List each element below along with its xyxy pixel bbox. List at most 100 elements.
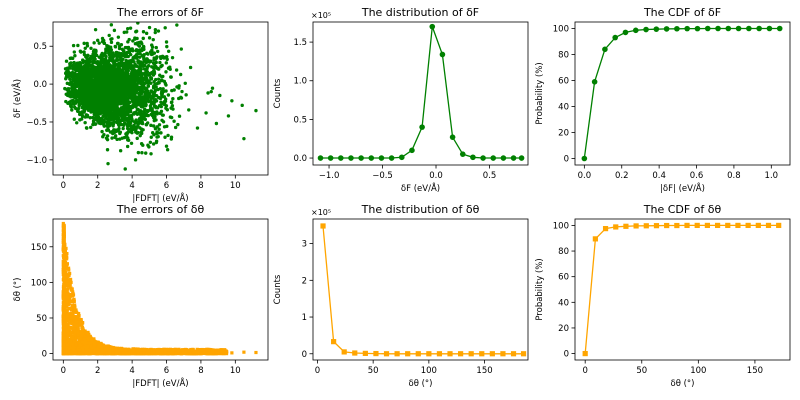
data-point — [154, 140, 159, 145]
data-point — [66, 101, 70, 105]
data-point — [123, 65, 128, 69]
data-point — [154, 60, 158, 65]
y-tick-label: 0.5 — [33, 42, 47, 52]
data-point — [169, 106, 173, 110]
data-point — [119, 42, 124, 47]
data-point — [95, 88, 99, 93]
data-point — [121, 110, 126, 114]
y-tick-label: 0 — [564, 155, 569, 165]
data-point — [154, 85, 158, 89]
data-point — [168, 67, 172, 71]
data-point — [159, 64, 164, 68]
y-axis-label: δF (eV/Å) — [11, 79, 23, 118]
data-point — [158, 111, 162, 115]
data-point — [86, 77, 90, 82]
data-point — [118, 149, 123, 153]
data-point — [99, 74, 104, 78]
data-point — [102, 124, 107, 128]
data-point — [149, 152, 153, 156]
data-point — [80, 75, 84, 80]
data-point — [83, 71, 87, 76]
data-point — [144, 60, 149, 65]
data-point — [159, 104, 164, 109]
data-point — [145, 51, 149, 56]
data-point — [156, 131, 161, 135]
data-point — [159, 131, 163, 135]
plot-area — [61, 221, 258, 356]
data-point — [166, 133, 170, 138]
data-point — [121, 114, 126, 118]
series-marker — [398, 154, 405, 161]
data-point — [152, 133, 156, 137]
data-point — [109, 87, 114, 92]
data-point — [117, 98, 121, 103]
data-point — [139, 127, 144, 131]
data-point — [144, 90, 148, 94]
data-point — [65, 93, 70, 98]
data-point — [164, 144, 169, 148]
data-point — [157, 123, 162, 127]
series-marker — [518, 155, 525, 161]
data-point — [65, 297, 69, 302]
data-point — [145, 76, 149, 81]
data-point — [169, 100, 174, 105]
data-point — [152, 91, 156, 95]
data-point — [129, 58, 134, 63]
data-point — [80, 114, 85, 119]
x-tick-label: 0.0 — [578, 171, 592, 181]
data-point — [67, 82, 72, 86]
y-scale-label: ×10⁵ — [311, 11, 331, 20]
data-point — [142, 67, 147, 71]
data-point — [125, 116, 130, 121]
data-point — [66, 294, 70, 298]
plot-area — [63, 22, 258, 171]
data-point — [109, 71, 113, 76]
data-point — [82, 41, 86, 46]
series-marker — [419, 124, 425, 130]
data-point — [107, 33, 111, 38]
data-point — [146, 84, 151, 88]
data-point — [84, 60, 88, 64]
data-point — [149, 59, 153, 64]
data-point — [115, 71, 120, 75]
data-point — [112, 99, 117, 104]
data-point — [180, 89, 184, 94]
data-point — [86, 53, 90, 58]
data-point — [164, 61, 169, 65]
x-tick-label: 4 — [129, 181, 134, 191]
data-point — [138, 55, 142, 59]
data-point — [112, 110, 117, 114]
data-point — [159, 78, 164, 83]
data-point — [123, 74, 128, 78]
data-point — [79, 63, 83, 67]
data-point — [71, 98, 75, 102]
data-point — [151, 116, 156, 120]
data-point — [163, 99, 168, 103]
data-point — [83, 46, 87, 51]
data-point — [72, 117, 77, 121]
data-point — [130, 99, 135, 103]
data-point — [133, 158, 138, 162]
data-point — [80, 65, 85, 70]
data-point — [110, 52, 114, 57]
data-point — [135, 88, 139, 93]
data-point — [130, 47, 134, 51]
data-point — [64, 77, 68, 81]
data-point — [121, 49, 126, 53]
chart-title: The errors of δF — [116, 6, 204, 19]
data-point — [67, 280, 71, 285]
data-point — [98, 62, 103, 66]
data-point — [63, 67, 68, 71]
data-point — [168, 115, 173, 119]
data-point — [82, 101, 87, 105]
data-point — [98, 84, 102, 89]
data-point — [70, 108, 74, 112]
data-point — [92, 88, 96, 93]
data-point — [120, 78, 125, 82]
series-marker — [776, 25, 783, 32]
series-marker — [459, 151, 466, 157]
data-point — [67, 297, 72, 301]
data-point — [100, 97, 104, 101]
data-point — [102, 112, 107, 117]
data-point — [165, 124, 169, 129]
